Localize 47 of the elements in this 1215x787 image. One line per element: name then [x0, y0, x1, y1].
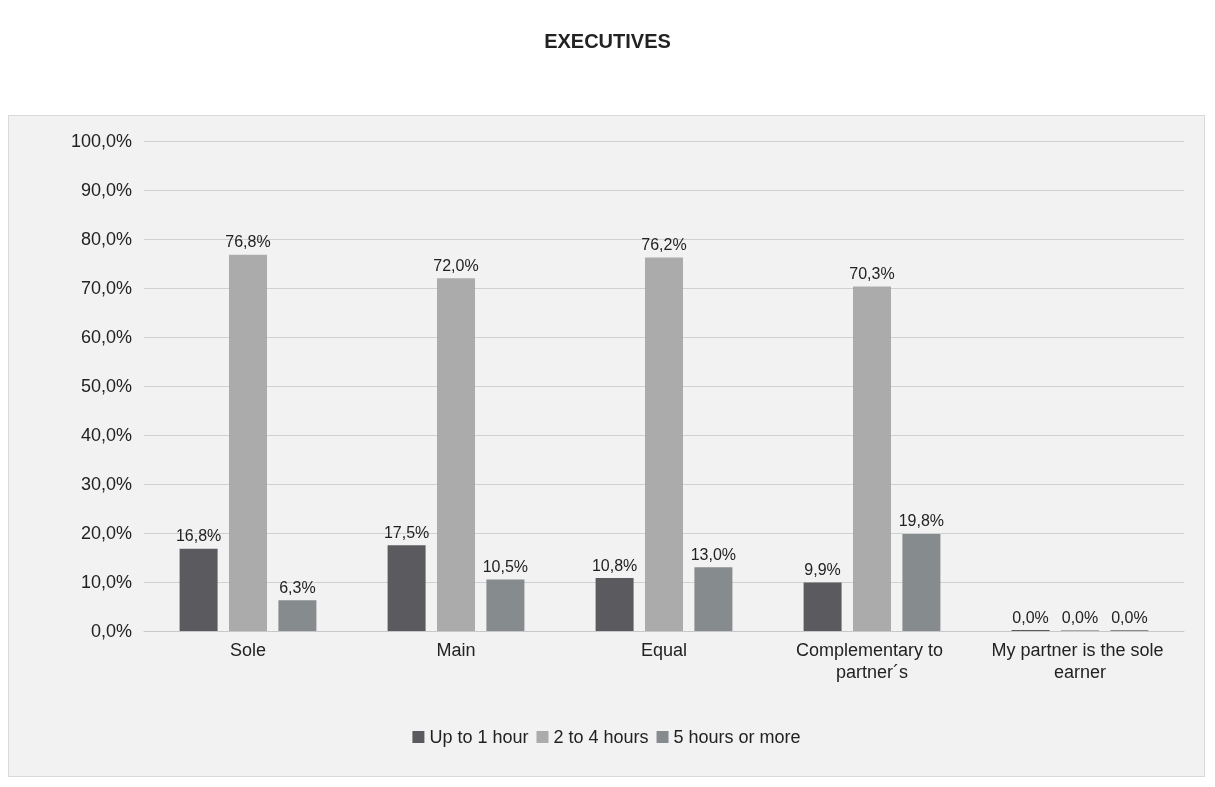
- data-label: 76,2%: [641, 236, 687, 254]
- x-tick-label: My partner is the sole earner: [991, 640, 1169, 682]
- y-tick-label: 60,0%: [80, 327, 132, 347]
- data-label: 6,3%: [279, 578, 316, 596]
- x-tick-label: Complementary to partner´s: [795, 640, 949, 682]
- y-tick-label: 10,0%: [80, 572, 132, 592]
- bar: [803, 582, 842, 631]
- bar: [645, 257, 683, 631]
- data-label: 13,0%: [690, 545, 737, 563]
- x-tick-label: Main: [436, 640, 476, 660]
- data-label: 10,8%: [591, 556, 638, 574]
- legend-label: 5 hours or more: [673, 727, 801, 747]
- data-label: 17,5%: [383, 523, 430, 541]
- bar: [278, 600, 317, 631]
- legend-label: 2 to 4 hours: [553, 727, 649, 747]
- y-tick-label: 20,0%: [80, 523, 132, 543]
- data-label: 70,3%: [849, 265, 895, 283]
- legend-label: Up to 1 hour: [429, 727, 529, 747]
- y-tick-label: 30,0%: [80, 474, 132, 494]
- data-label: 16,8%: [175, 527, 222, 545]
- bar: [229, 254, 267, 631]
- bar: [179, 548, 218, 631]
- bar: [595, 578, 634, 631]
- y-tick-label: 70,0%: [80, 278, 132, 298]
- y-tick-label: 90,0%: [80, 180, 132, 200]
- bar: [486, 579, 525, 631]
- y-tick-label: 40,0%: [80, 425, 132, 445]
- chart-title: EXECUTIVES: [543, 30, 672, 53]
- y-tick-label: 50,0%: [80, 376, 132, 396]
- bar: [853, 286, 891, 631]
- data-label: 9,9%: [804, 560, 841, 578]
- x-tick-label: Sole: [229, 640, 267, 660]
- y-tick-label: 80,0%: [80, 229, 132, 249]
- data-label: 76,8%: [225, 233, 271, 251]
- bar: [437, 278, 475, 631]
- bar: [902, 533, 941, 631]
- data-label: 0,0%: [1061, 608, 1099, 626]
- bar: [387, 545, 426, 631]
- data-label: 19,8%: [898, 512, 945, 530]
- x-tick-label: Equal: [640, 640, 688, 660]
- data-label: 72,0%: [433, 256, 479, 274]
- data-label: 0,0%: [1012, 608, 1049, 626]
- data-label: 0,0%: [1111, 608, 1148, 626]
- bar: [694, 567, 733, 631]
- y-tick-label: 0,0%: [90, 621, 132, 641]
- y-tick-label: 100,0%: [70, 131, 132, 151]
- data-label: 10,5%: [482, 558, 529, 576]
